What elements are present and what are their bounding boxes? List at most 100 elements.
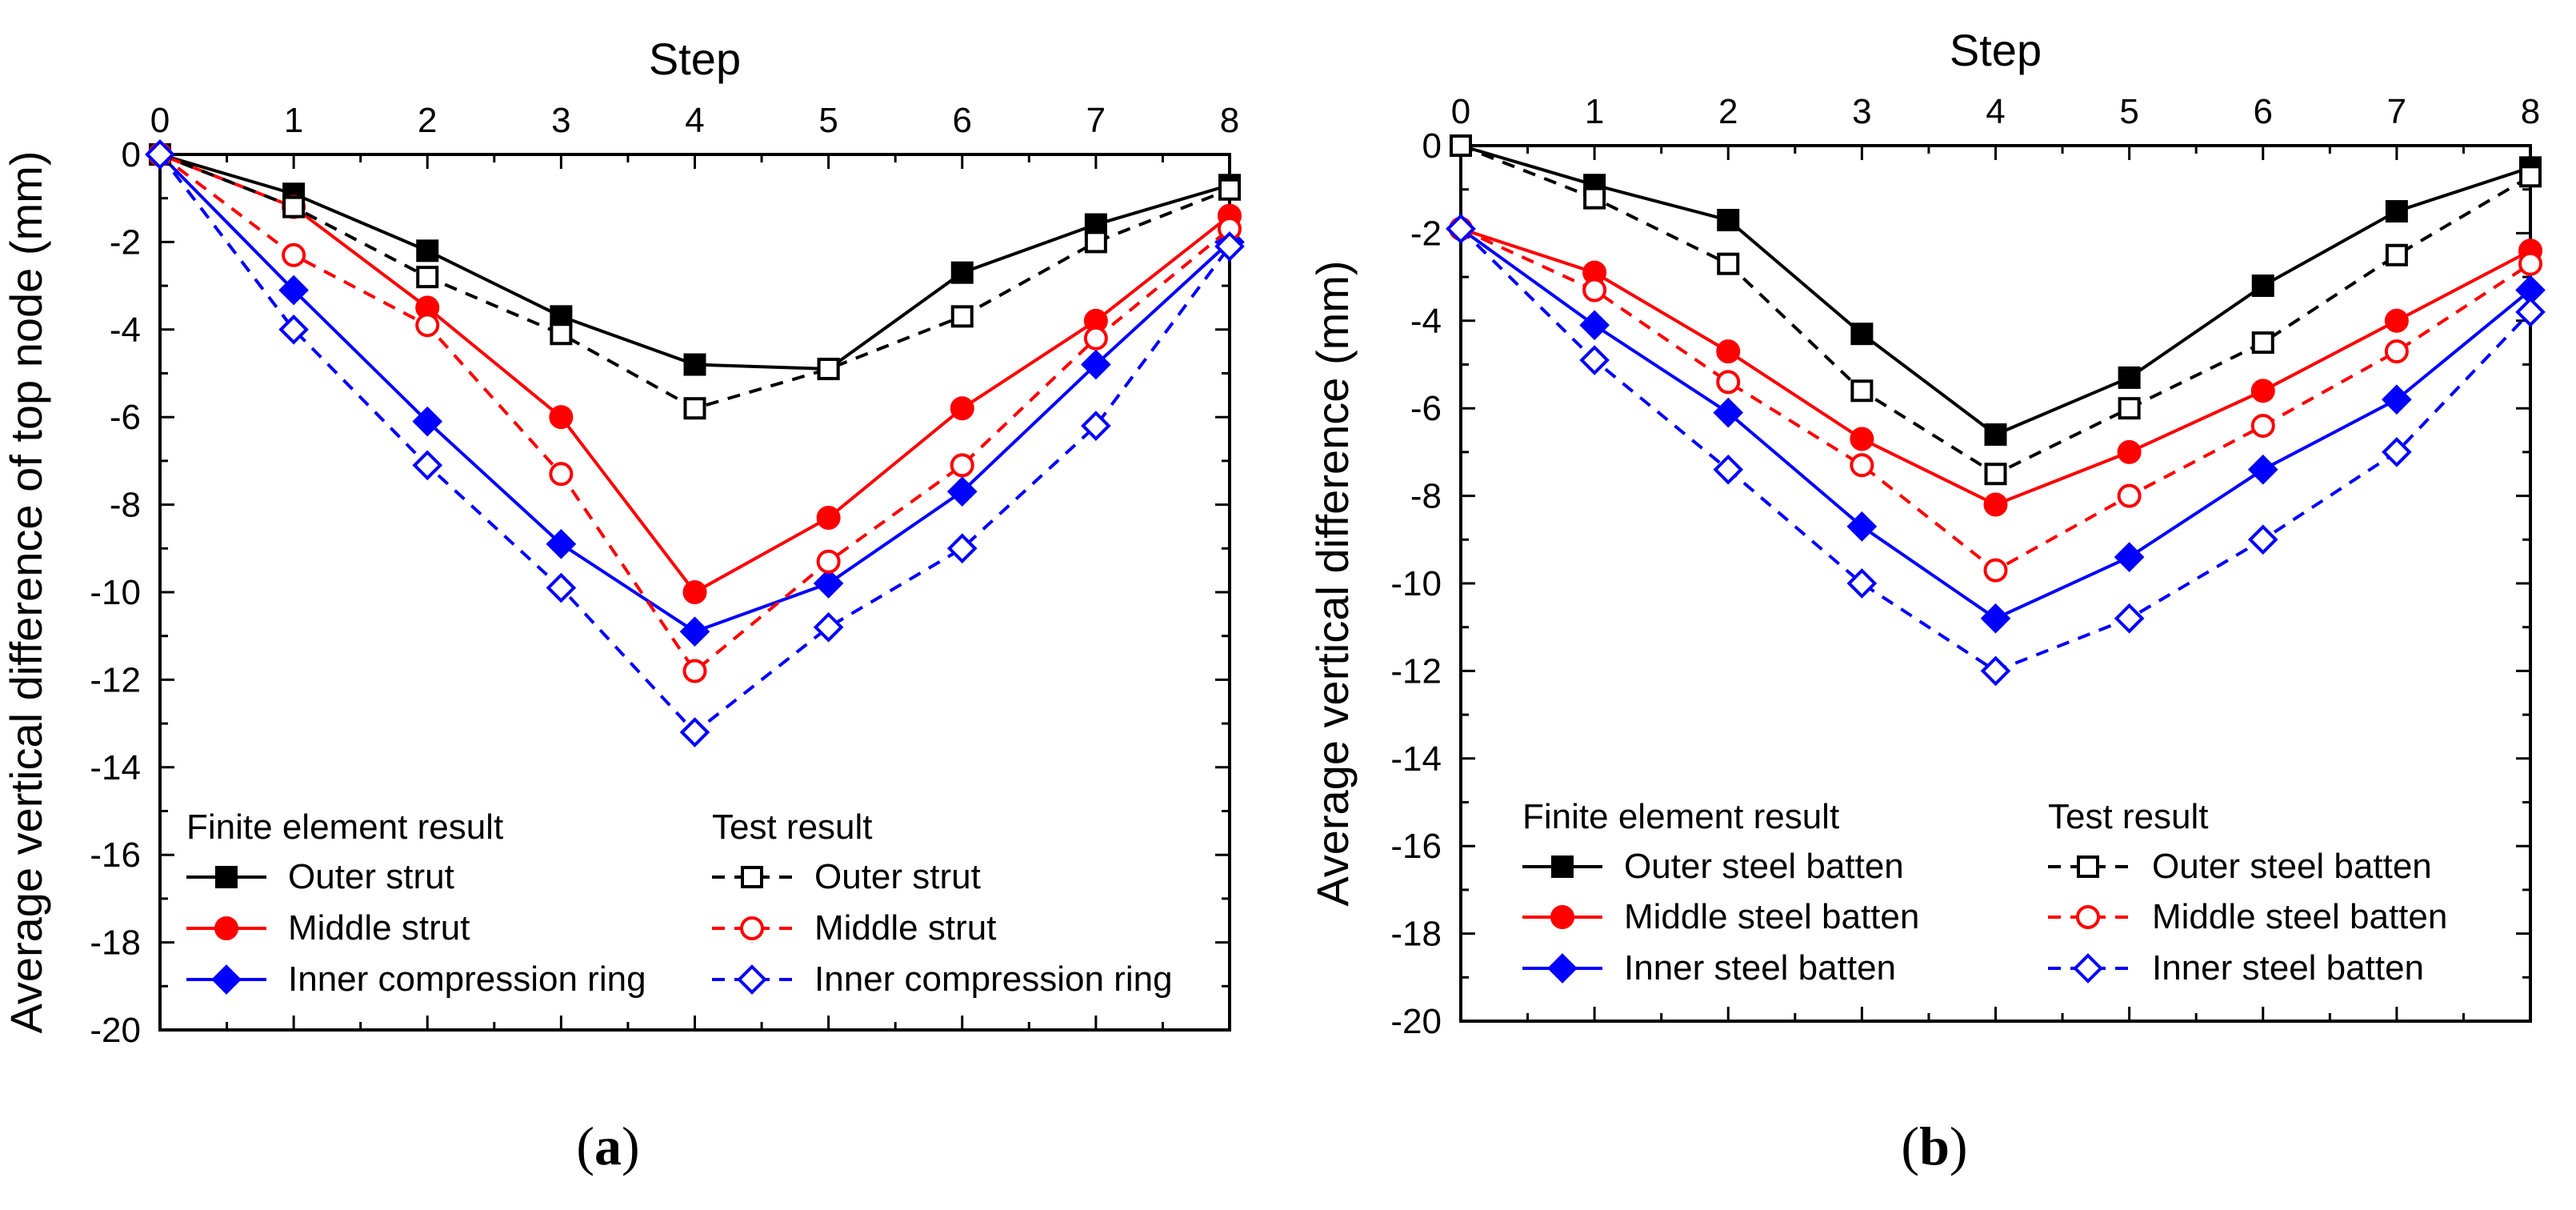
panel-label-paren-close: ) [1950,1116,1968,1176]
panel-label-paren-close: ) [622,1116,640,1176]
y-axis-title: Average vertical difference of top node … [1,151,51,1034]
data-point-diamond [679,717,710,747]
legend: Finite element result Test result Outer st… [1522,797,2447,988]
data-point-circle [816,506,841,531]
data-point-square [1984,423,2007,447]
x-tick-label: 2 [418,101,437,140]
data-point-square [1850,323,1874,346]
y-tick-label: -20 [1390,1002,1442,1041]
y-tick-label: -4 [110,311,141,350]
x-tick-label: 6 [953,101,972,140]
data-point-diamond [1846,511,1878,542]
legend-header-test: Test result [712,807,873,847]
legend-swatch-marker [2077,855,2099,878]
x-tick-label: 5 [818,101,838,140]
legend-header-test: Test result [2048,797,2209,836]
data-point-diamond [1214,231,1245,262]
data-point-circle [1083,326,1108,351]
data-point-circle [1850,427,1874,451]
data-point-diamond [1980,603,2011,634]
data-point-square [282,195,306,218]
data-point-square [1717,252,1740,275]
data-point-circle [816,549,841,574]
legend-header-fe: Finite element result [1522,797,1839,836]
data-point-circle [415,313,440,338]
x-tick-label: 8 [2521,92,2540,131]
data-point-circle [2384,308,2409,333]
x-tick-label: 5 [2119,92,2138,131]
data-point-circle [1716,370,1741,395]
legend-entry-label: Inner compression ring [814,960,1173,999]
data-point-diamond [2515,297,2546,327]
data-point-square [416,239,439,262]
x-tick-label: 7 [1086,101,1106,140]
data-point-square [683,397,706,420]
legend-swatch-marker [740,916,764,940]
y-axis-title: Average vertical difference (mm) [1307,260,1358,906]
legend-swatch-marker [741,866,763,888]
y-tick-label: -18 [90,924,141,963]
x-axis-title: Step [1950,25,2042,75]
x-tick-label: 4 [1986,92,2005,131]
legend-entry-label: Middle strut [288,908,470,948]
panel-label-letter: b [1919,1116,1950,1176]
legend-entry-label: Outer steel batten [1624,847,1904,886]
series-line-test [158,153,1231,674]
data-point-diamond [2114,603,2145,634]
legend-entry-label: Outer strut [288,857,454,896]
y-tick-label: -12 [90,660,141,699]
x-tick-label: 6 [2254,92,2273,131]
data-point-circle [2250,379,2275,403]
data-point-square [1984,463,2007,486]
x-tick-label: 1 [284,101,303,140]
x-tick-label: 1 [1585,92,1604,131]
y-tick-label: -18 [1390,915,1442,954]
data-point-square [2519,165,2542,188]
panel-label: (a) [576,1116,639,1176]
data-point-diamond [1713,397,1744,428]
data-point-circle [2250,414,2275,439]
data-point-diamond [1081,411,1111,441]
data-point-circle [549,405,574,430]
data-point-diamond [2114,542,2145,573]
data-point-square [1850,379,1874,403]
panel-label-letter: a [594,1116,622,1176]
legend-swatch-marker [214,916,238,940]
legend-swatch-marker [2073,953,2103,984]
panel-b-chart: 0 1 2 3 4 5 6 7 8 Step 0 -2 -4 -6 -8 -10 -12 -14 -16 -18 -20… [1307,25,2546,1176]
data-point-diamond [813,611,844,643]
data-point-circle [1983,558,2008,583]
data-point-square [2385,243,2408,266]
data-point-diamond [546,572,577,603]
data-point-square [550,323,573,346]
legend-entry-label: Inner steel batten [1624,948,1896,988]
y-tick-label: -14 [1390,739,1442,779]
data-point-circle [2518,251,2542,276]
data-point-diamond [278,314,309,345]
data-point-circle [682,659,707,683]
x-tick-label: 4 [685,101,704,140]
y-tick-label: -12 [1390,651,1442,691]
panel-a-chart: 0 1 2 3 4 5 6 7 8 Step 0 -2 -4 -6 -8 -10 -12 -14 -16 -18 -20… [1,34,1245,1176]
data-point-diamond [2382,384,2412,415]
x-tick-label: 8 [1220,101,1239,140]
y-tick-label: -16 [90,835,141,875]
panel-label-paren-open: ( [576,1116,594,1176]
data-point-square [1583,186,1606,210]
x-tick-label: 3 [1852,92,1871,131]
data-point-circle [1850,453,1874,478]
plot-frame [1459,144,2532,1023]
data-point-circle [950,453,974,478]
data-point-diamond [278,274,309,306]
data-point-diamond [412,406,443,437]
data-point-square [2251,331,2274,355]
data-point-square [1084,230,1107,254]
legend-swatch-marker [1547,953,1578,984]
legend-entry-label: Middle steel batten [2152,897,2447,936]
y-tick-label: -8 [1410,477,1442,516]
data-point-square [1218,178,1241,201]
legend-swatch-marker [211,964,242,995]
y-tick-label: -16 [1390,827,1442,866]
data-point-circle [1983,492,2008,517]
